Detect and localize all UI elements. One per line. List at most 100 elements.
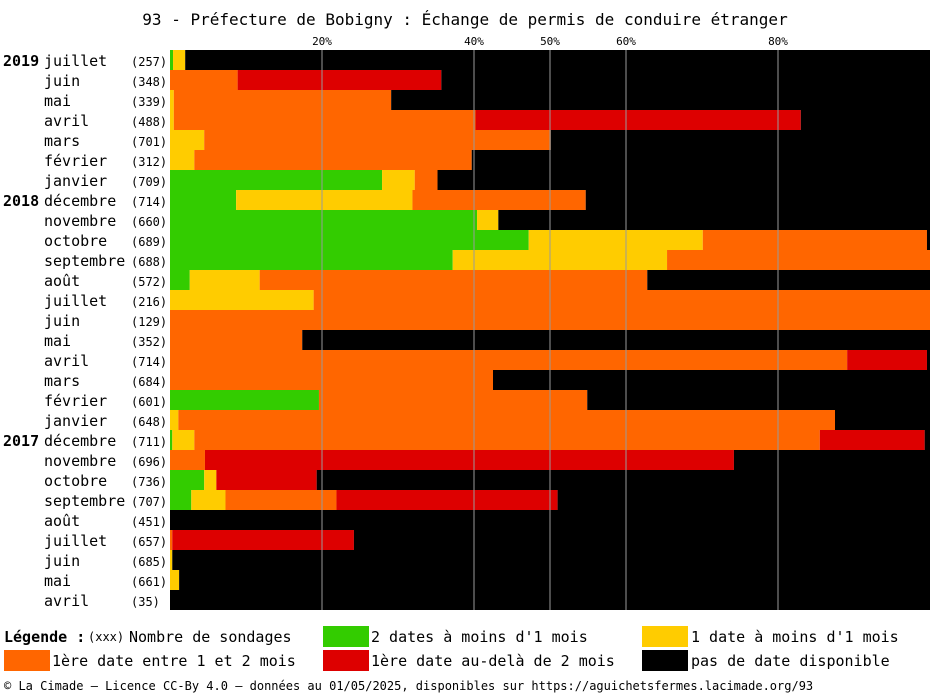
count-label: (657) xyxy=(131,535,167,549)
bar-premiere_1_2 xyxy=(170,330,303,350)
year-label: 2017 xyxy=(3,432,39,450)
bar-premiere_1_2 xyxy=(702,230,927,250)
bar-aucune xyxy=(800,110,930,130)
bar-une_date xyxy=(382,170,415,190)
x-tick-label: 80% xyxy=(768,35,788,48)
bar-aucune xyxy=(172,550,930,570)
legend-label-premiere_2plus: 1ère date au-delà de 2 mois xyxy=(371,652,615,670)
count-label: (714) xyxy=(131,195,167,209)
month-label: septembre xyxy=(44,252,125,270)
count-label: (709) xyxy=(131,175,167,189)
bar-deux_dates xyxy=(170,390,319,410)
count-label: (312) xyxy=(131,155,167,169)
year-label: 2018 xyxy=(3,192,39,210)
month-label: novembre xyxy=(44,452,116,470)
month-label: juin xyxy=(44,72,80,90)
bar-deux_dates xyxy=(170,470,205,490)
count-label: (688) xyxy=(131,255,167,269)
bar-deux_dates xyxy=(170,230,529,250)
legend-label-une_date: 1 date à moins d'1 mois xyxy=(691,628,899,646)
bar-aucune xyxy=(733,450,930,470)
bar-premiere_1_2 xyxy=(170,70,238,90)
x-tick-label: 50% xyxy=(540,35,560,48)
x-tick-label: 20% xyxy=(312,35,332,48)
bar-aucune xyxy=(493,370,930,390)
bar-premiere_1_2 xyxy=(194,430,820,450)
legend-swatch-premiere_2plus xyxy=(323,650,369,671)
legend-label-aucune: pas de date disponible xyxy=(691,652,890,670)
bar-une_date xyxy=(236,190,413,210)
bar-premiere_2plus xyxy=(847,350,927,370)
month-label: mai xyxy=(44,332,71,350)
count-label: (685) xyxy=(131,555,167,569)
bar-aucune xyxy=(926,350,930,370)
bar-une_date xyxy=(172,430,195,450)
bar-deux_dates xyxy=(170,210,478,230)
legend-label-deux_dates: 2 dates à moins d'1 mois xyxy=(371,628,588,646)
bar-une_date xyxy=(477,210,499,230)
year-label: 2019 xyxy=(3,52,39,70)
month-label: novembre xyxy=(44,212,116,230)
bar-une_date xyxy=(170,130,205,150)
bar-premiere_1_2 xyxy=(194,150,472,170)
count-label: (714) xyxy=(131,355,167,369)
count-label: (129) xyxy=(131,315,167,329)
bar-premiere_1_2 xyxy=(667,250,930,270)
count-label: (35) xyxy=(131,595,160,609)
month-label: mai xyxy=(44,92,71,110)
bar-une_date xyxy=(189,270,260,290)
month-label: juillet xyxy=(44,532,107,550)
bar-une_date xyxy=(191,490,226,510)
count-label: (451) xyxy=(131,515,167,529)
x-tick-label: 40% xyxy=(464,35,484,48)
bar-premiere_2plus xyxy=(336,490,558,510)
bar-aucune xyxy=(587,390,930,410)
bar-premiere_1_2 xyxy=(259,270,648,290)
count-label: (488) xyxy=(131,115,167,129)
legend-count-label: Nombre de sondages xyxy=(129,628,292,646)
legend-swatch-aucune xyxy=(642,650,688,671)
bar-deux_dates xyxy=(170,250,453,270)
count-label: (711) xyxy=(131,435,167,449)
month-label: février xyxy=(44,152,107,170)
bar-aucune xyxy=(179,570,930,590)
count-label: (257) xyxy=(131,55,167,69)
bar-premiere_1_2 xyxy=(173,90,392,110)
count-label: (339) xyxy=(131,95,167,109)
count-label: (601) xyxy=(131,395,167,409)
bar-premiere_2plus xyxy=(475,110,801,130)
count-label: (216) xyxy=(131,295,167,309)
bar-une_date xyxy=(170,150,195,170)
month-label: janvier xyxy=(44,412,107,430)
count-label: (660) xyxy=(131,215,167,229)
bar-une_date xyxy=(170,110,174,130)
bar-aucune xyxy=(353,530,930,550)
bar-une_date xyxy=(170,550,173,570)
bar-premiere_1_2 xyxy=(313,290,930,310)
bar-premiere_2plus xyxy=(237,70,442,90)
month-label: décembre xyxy=(44,432,116,450)
month-label: juillet xyxy=(44,292,107,310)
bar-premiere_1_2 xyxy=(318,390,588,410)
count-label: (348) xyxy=(131,75,167,89)
legend-swatch-deux_dates xyxy=(323,626,369,647)
legend-title: Légende : xyxy=(4,628,85,646)
bar-aucune xyxy=(585,190,930,210)
bar-une_date xyxy=(170,290,314,310)
bar-premiere_2plus xyxy=(204,450,734,470)
bar-aucune xyxy=(437,170,930,190)
count-label: (701) xyxy=(131,135,167,149)
bar-aucune xyxy=(185,50,930,70)
count-label: (736) xyxy=(131,475,167,489)
bar-deux_dates xyxy=(170,190,237,210)
bar-deux_dates xyxy=(170,170,383,190)
bar-aucune xyxy=(557,490,930,510)
bar-une_date xyxy=(452,250,668,270)
x-axis-ticks: 20% 40% 50% 60% 80% xyxy=(312,35,788,48)
bar-premiere_1_2 xyxy=(170,530,173,550)
month-label: avril xyxy=(44,352,89,370)
bar-premiere_1_2 xyxy=(170,350,848,370)
x-tick-label: 60% xyxy=(616,35,636,48)
legend-label-premiere_1_2: 1ère date entre 1 et 2 mois xyxy=(52,652,296,670)
